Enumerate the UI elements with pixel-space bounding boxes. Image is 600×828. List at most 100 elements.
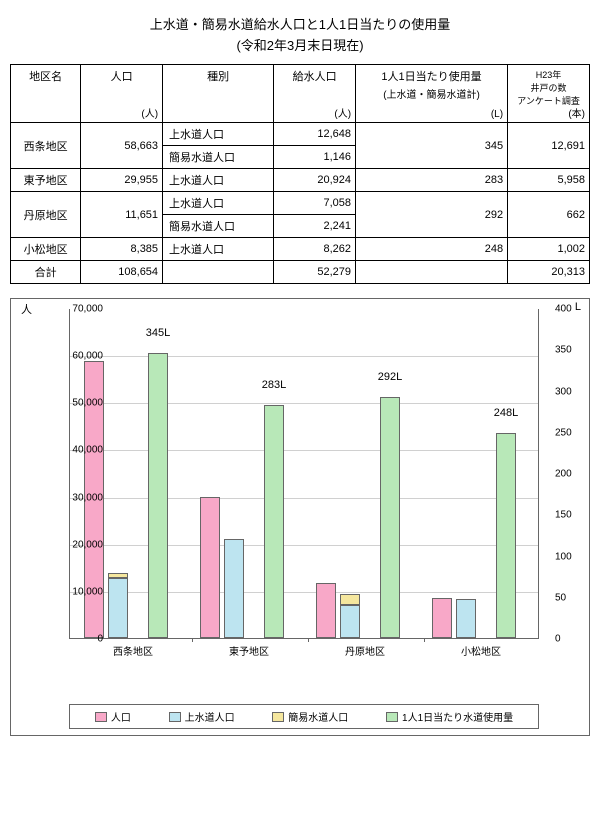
cell-area: 西条地区 <box>11 123 81 169</box>
cell-supply: 8,262 <box>274 238 356 261</box>
col-pop-unit: (人) <box>141 105 158 120</box>
bar-usage <box>264 405 284 638</box>
cell-empty <box>163 261 274 284</box>
col-usage: 1人1日当たり使用量 <box>360 68 503 84</box>
x-category-label: 丹原地区 <box>307 643 423 658</box>
cell-total-supply: 52,279 <box>274 261 356 284</box>
cell-area: 東予地区 <box>11 169 81 192</box>
table-header-row: 地区名 人口(人) 種別 給水人口(人) 1人1日当たり使用量(上水道・簡易水道… <box>11 65 590 123</box>
col-type: 種別 <box>167 68 269 84</box>
page-subtitle: (令和2年3月末日現在) <box>10 35 590 54</box>
y-left-tick: 30,000 <box>57 492 103 503</box>
table-row: 丹原地区 11,651 上水道人口 7,058 292 662 <box>11 192 590 215</box>
cell-usage: 283 <box>356 169 508 192</box>
y-left-tick: 70,000 <box>57 304 103 315</box>
y-right-tick: 200 <box>555 469 595 480</box>
cell-total-pop: 108,654 <box>81 261 163 284</box>
table-row: 東予地区 29,955 上水道人口 20,924 283 5,958 <box>11 169 590 192</box>
y-right-tick: 350 <box>555 345 595 356</box>
x-category-label: 小松地区 <box>423 643 539 658</box>
cell-supply: 2,241 <box>274 215 356 238</box>
x-category-label: 東予地区 <box>191 643 307 658</box>
cell-pop: 11,651 <box>81 192 163 238</box>
col-wells-unit: (本) <box>568 105 585 120</box>
cell-pop: 29,955 <box>81 169 163 192</box>
x-tick <box>192 638 193 642</box>
bar-value-label: 345L <box>146 327 170 339</box>
y-left-tick: 10,000 <box>57 586 103 597</box>
legend-label: 1人1日当たり水道使用量 <box>402 709 513 724</box>
cell-type: 簡易水道人口 <box>163 146 274 169</box>
bar-jousui <box>224 539 244 638</box>
cell-wells: 5,958 <box>508 169 590 192</box>
y-left-tick: 60,000 <box>57 351 103 362</box>
page-title: 上水道・簡易水道給水人口と1人1日当たりの使用量 <box>10 14 590 33</box>
bar-kanni <box>108 573 128 578</box>
col-usage-unit: (L) <box>491 109 503 120</box>
y-right-tick: 0 <box>555 634 595 645</box>
y-right-tick: 100 <box>555 551 595 562</box>
bar-value-label: 248L <box>494 407 518 419</box>
y-left-tick: 20,000 <box>57 539 103 550</box>
cell-type: 簡易水道人口 <box>163 215 274 238</box>
col-wells-2: 井戸の数 <box>531 83 567 93</box>
bar-population <box>316 583 336 638</box>
legend-swatch <box>95 712 107 722</box>
legend-swatch <box>272 712 284 722</box>
cell-wells: 1,002 <box>508 238 590 261</box>
col-supply: 給水人口 <box>278 68 351 84</box>
x-category-label: 西条地区 <box>75 643 191 658</box>
cell-wells: 662 <box>508 192 590 238</box>
col-usage-sub: (上水道・簡易水道計) <box>383 90 480 101</box>
legend-label: 簡易水道人口 <box>288 709 348 724</box>
cell-area: 丹原地区 <box>11 192 81 238</box>
cell-area: 小松地区 <box>11 238 81 261</box>
bar-usage <box>148 353 168 638</box>
legend-item: 人口 <box>95 709 131 724</box>
bar-population <box>432 598 452 638</box>
cell-supply: 7,058 <box>274 192 356 215</box>
col-area: 地区名 <box>15 68 76 84</box>
col-supply-unit: (人) <box>334 105 351 120</box>
legend-label: 人口 <box>111 709 131 724</box>
bar-value-label: 292L <box>378 371 402 383</box>
cell-supply: 12,648 <box>274 123 356 146</box>
x-tick <box>308 638 309 642</box>
cell-pop: 58,663 <box>81 123 163 169</box>
cell-total-wells: 20,313 <box>508 261 590 284</box>
y-left-tick: 50,000 <box>57 398 103 409</box>
cell-usage: 292 <box>356 192 508 238</box>
cell-wells: 12,691 <box>508 123 590 169</box>
chart-legend: 人口 上水道人口 簡易水道人口 1人1日当たり水道使用量 <box>69 704 539 729</box>
table-row: 小松地区 8,385 上水道人口 8,262 248 1,002 <box>11 238 590 261</box>
cell-total-label: 合計 <box>11 261 81 284</box>
legend-label: 上水道人口 <box>185 709 235 724</box>
y-right-tick: 150 <box>555 510 595 521</box>
plot-area: 345L 283L 292L 248L <box>69 309 539 639</box>
y-right-tick: 300 <box>555 386 595 397</box>
cell-usage: 345 <box>356 123 508 169</box>
bar-value-label: 283L <box>262 379 286 391</box>
bar-kanni <box>340 594 360 605</box>
gridline <box>70 356 538 357</box>
bar-jousui <box>108 578 128 638</box>
cell-supply: 20,924 <box>274 169 356 192</box>
chart-container: 人 L 345L283L292L248L 人口上水道人口簡易水道人口1人1日当た… <box>10 298 590 736</box>
data-table: 地区名 人口(人) 種別 給水人口(人) 1人1日当たり使用量(上水道・簡易水道… <box>10 64 590 284</box>
legend-swatch <box>386 712 398 722</box>
gridline <box>70 450 538 451</box>
cell-type: 上水道人口 <box>163 169 274 192</box>
gridline <box>70 545 538 546</box>
y-right-tick: 250 <box>555 427 595 438</box>
gridline <box>70 403 538 404</box>
y-left-axis-label: 人 <box>21 301 32 317</box>
y-left-tick: 40,000 <box>57 445 103 456</box>
bar-population <box>200 497 220 638</box>
legend-swatch <box>169 712 181 722</box>
gridline <box>70 592 538 593</box>
cell-empty <box>356 261 508 284</box>
y-right-tick: 400 <box>555 304 595 315</box>
cell-supply: 1,146 <box>274 146 356 169</box>
bar-jousui <box>456 599 476 638</box>
cell-type: 上水道人口 <box>163 192 274 215</box>
